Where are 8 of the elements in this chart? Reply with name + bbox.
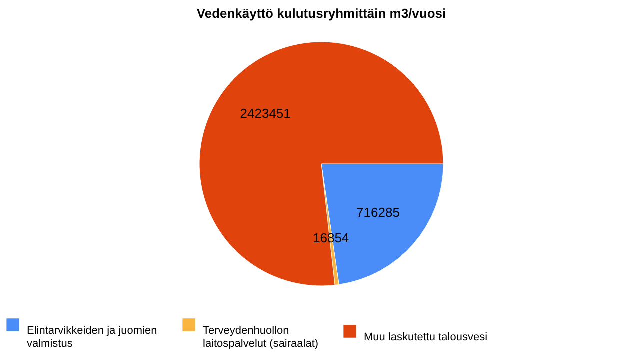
legend-label: Terveydenhuollon laitospalvelut (sairaalat) (203, 325, 319, 350)
data-label: 16854 (313, 230, 350, 246)
legend-label: Elintarvikkeiden ja juomien valmistus (27, 325, 158, 350)
chart-title: Vedenkäyttö kulutusryhmittäin m3/vuosi (196, 6, 446, 21)
pie-slice (199, 42, 444, 286)
legend-label: Muu laskutettu talousvesi (364, 332, 488, 344)
data-label: 716285 (356, 205, 400, 220)
data-label: 2423451 (240, 106, 291, 122)
